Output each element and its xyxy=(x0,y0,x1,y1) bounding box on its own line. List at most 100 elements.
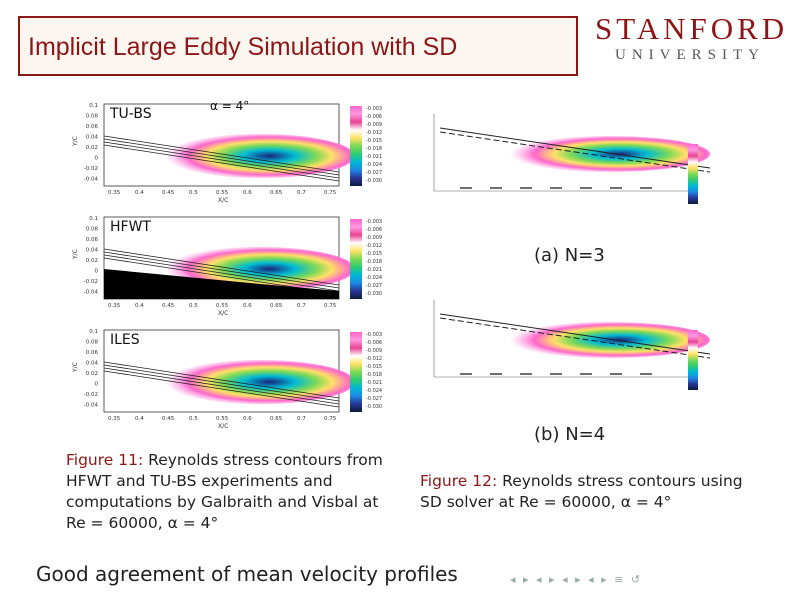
colorbar-tick: -0.003 xyxy=(366,106,382,112)
colorbar-tick: -0.021 xyxy=(366,380,382,386)
y-axis-label: Y/C xyxy=(72,136,79,147)
colorbar-tick: -0.006 xyxy=(366,114,382,120)
airfoil-line xyxy=(103,361,340,399)
sd-contour-panel-n3 xyxy=(433,114,711,204)
airfoil-line-dashed xyxy=(439,131,711,173)
x-tick-label: 0.45 xyxy=(162,190,175,196)
y-tick-label: 0.06 xyxy=(86,237,99,243)
subfig-a-label: (a) N=3 xyxy=(534,245,605,266)
colorbar-tick: -0.030 xyxy=(366,291,382,297)
y-tick-label: -0.04 xyxy=(84,403,99,409)
left-contour-panels: TU-BS α = 4° 0.1 0.08 0.06 0.04 0.02 0 -0.02 -0.0… xyxy=(72,99,382,430)
logo-bottom: UNIVERSITY xyxy=(615,47,765,63)
colorbar-tick: -0.003 xyxy=(366,332,382,338)
x-tick-label: 0.6 xyxy=(243,416,252,422)
airfoil-line xyxy=(439,127,711,169)
colorbar-tick: -0.012 xyxy=(366,356,382,362)
x-axis-label: X/C xyxy=(218,197,228,204)
x-tick-label: 0.5 xyxy=(189,303,198,309)
colorbar-tick: -0.006 xyxy=(366,340,382,346)
colorbar-tick: -0.021 xyxy=(366,154,382,160)
x-tick-label: 0.35 xyxy=(108,416,121,422)
slide-navigation-bar[interactable]: ◂ ▸ ◂ ▸ ◂ ▸ ◂ ▸ ≡ ↺ xyxy=(510,573,643,586)
colorbar-tick: -0.015 xyxy=(366,364,382,370)
y-tick-label: 0.04 xyxy=(86,248,99,254)
right-contour-panels xyxy=(433,114,711,390)
airfoil-line xyxy=(439,313,711,355)
fig11-line3: computations by Galbraith and Visbal at xyxy=(66,493,379,511)
colorbar-tick: -0.009 xyxy=(366,235,382,241)
colorbar-tick: -0.030 xyxy=(366,404,382,410)
airfoil-line-dashed xyxy=(439,317,711,359)
y-tick-label: 0.08 xyxy=(86,114,99,120)
colorbar-tick: -0.027 xyxy=(366,283,382,289)
x-tick-label: 0.75 xyxy=(324,416,337,422)
figure-12-caption: Figure 12: Reynolds stress contours usin… xyxy=(420,471,743,513)
colorbar-tick: -0.015 xyxy=(366,138,382,144)
slide-title: Implicit Large Eddy Simulation with SD xyxy=(28,33,458,61)
sd-reynolds-stress-contour xyxy=(510,322,710,358)
airfoil-line xyxy=(103,364,340,402)
x-tick-label: 0.65 xyxy=(270,303,283,309)
colorbar-tick: -0.018 xyxy=(366,259,382,265)
colorbar xyxy=(350,332,362,412)
x-tick-label: 0.75 xyxy=(324,303,337,309)
y-tick-label: 0 xyxy=(95,156,99,162)
figure-11-caption: Figure 11: Reynolds stress contours from… xyxy=(66,450,383,534)
y-tick-label: -0.04 xyxy=(84,177,99,183)
x-tick-label: 0.7 xyxy=(297,190,306,196)
contour-panel-hfwt: HFWT 0.1 0.08 0.06 0.04 0.02 0 -0.02 -0.04 Y/C 0.3… xyxy=(72,216,382,317)
x-tick-label: 0.4 xyxy=(135,190,144,196)
airfoil-line xyxy=(103,367,340,405)
contour-panel-iles: ILES 0.1 0.08 0.06 0.04 0.02 0 -0.02 -0.04 Y/C 0.3… xyxy=(72,329,382,430)
x-tick-label: 0.45 xyxy=(162,416,175,422)
airfoil-line xyxy=(103,141,340,179)
sd-reynolds-stress-contour xyxy=(510,136,710,172)
y-tick-label: 0.08 xyxy=(86,227,99,233)
colorbar-tick: -0.027 xyxy=(366,170,382,176)
airfoil-line xyxy=(103,251,340,289)
x-tick-label: 0.65 xyxy=(270,190,283,196)
colorbar-tick: -0.009 xyxy=(366,348,382,354)
contour-panel-tu-bs: TU-BS α = 4° 0.1 0.08 0.06 0.04 0.02 0 -0.02 -0.0… xyxy=(72,99,382,204)
colorbar-tick: -0.027 xyxy=(366,396,382,402)
fig12-line1: Reynolds stress contours using xyxy=(502,472,743,490)
panel-label: ILES xyxy=(110,332,140,348)
colorbar-tick: -0.024 xyxy=(366,388,382,394)
panel-label: HFWT xyxy=(110,219,151,235)
colorbar-tick: -0.003 xyxy=(366,219,382,225)
y-tick-label: 0 xyxy=(95,382,99,388)
y-tick-label: 0.02 xyxy=(86,258,98,264)
x-axis-label: X/C xyxy=(218,423,228,430)
wall-shadow xyxy=(104,269,339,299)
y-tick-label: 0.06 xyxy=(86,124,99,130)
logo-top: STANFORD xyxy=(595,11,789,46)
colorbar xyxy=(350,106,362,186)
fig11-line1: Reynolds stress contours from xyxy=(148,451,383,469)
y-tick-label: 0.04 xyxy=(86,361,99,367)
y-tick-label: 0.02 xyxy=(86,145,98,151)
x-tick-label: 0.45 xyxy=(162,303,175,309)
fig11-line2: HFWT and TU-BS experiments and xyxy=(66,472,333,490)
x-axis-label: X/C xyxy=(218,310,228,317)
stanford-logo: STANFORD UNIVERSITY xyxy=(595,12,785,72)
colorbar-tick: -0.009 xyxy=(366,122,382,128)
x-tick-label: 0.4 xyxy=(135,416,144,422)
airfoil-line xyxy=(103,144,340,182)
colorbar-tick: -0.021 xyxy=(366,267,382,273)
y-tick-label: 0.1 xyxy=(89,103,98,109)
colorbar xyxy=(688,144,698,204)
x-tick-label: 0.5 xyxy=(189,416,198,422)
panel-label: TU-BS xyxy=(109,106,152,122)
x-tick-label: 0.65 xyxy=(270,416,283,422)
airfoil-line xyxy=(103,248,340,286)
x-tick-label: 0.35 xyxy=(108,303,121,309)
y-tick-label: -0.02 xyxy=(84,392,98,398)
y-tick-label: 0.08 xyxy=(86,340,99,346)
x-tick-label: 0.5 xyxy=(189,190,198,196)
colorbar-tick: -0.018 xyxy=(366,372,382,378)
angle-label: α = 4° xyxy=(210,99,249,113)
colorbar-tick: -0.018 xyxy=(366,146,382,152)
fig11-label: Figure 11: xyxy=(66,451,144,469)
y-tick-label: 0.06 xyxy=(86,350,99,356)
